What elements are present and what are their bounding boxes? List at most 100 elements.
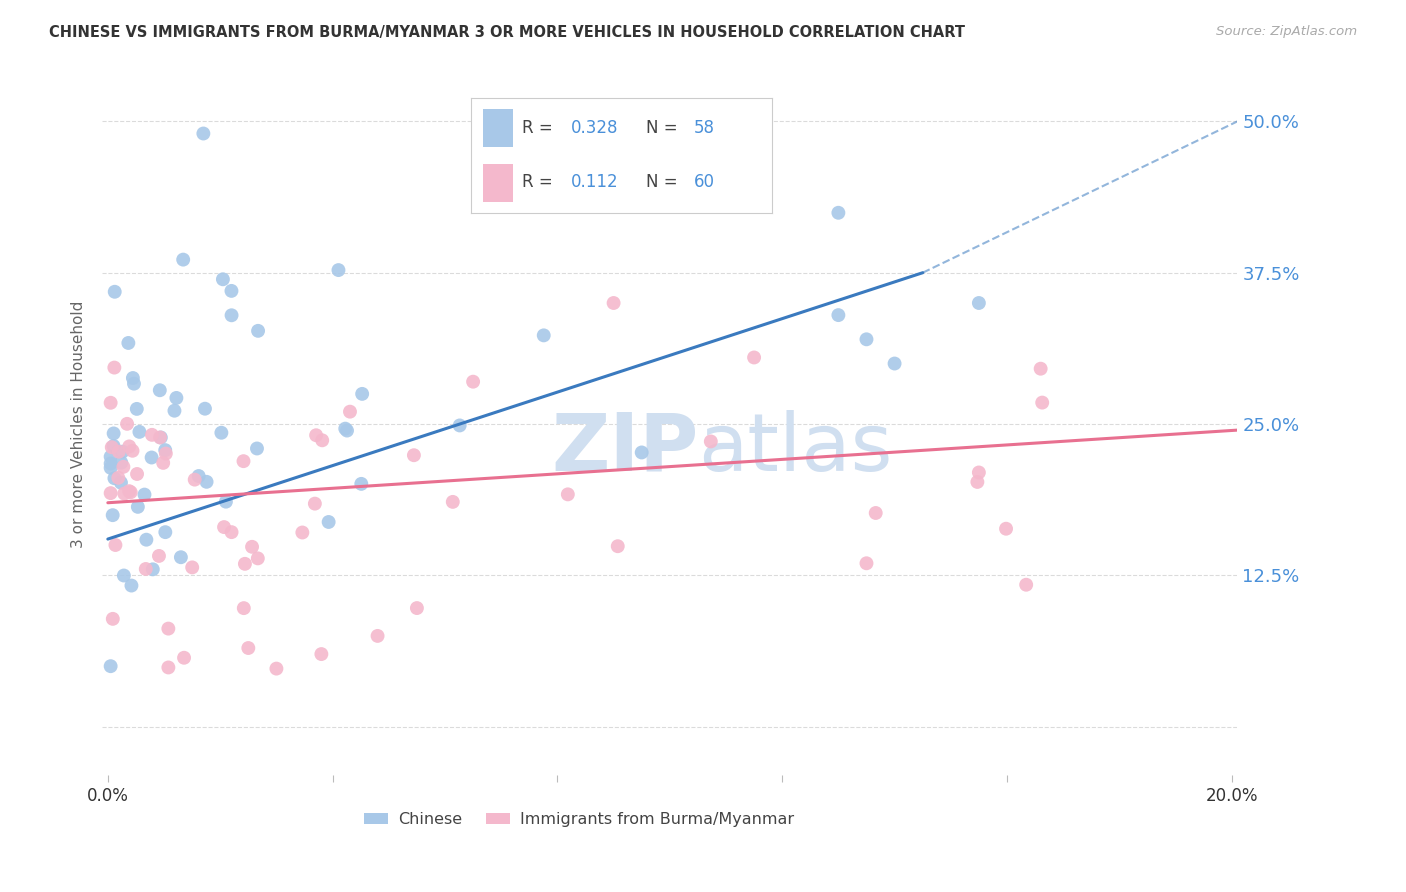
Point: [247, 324, 270, 338]
Point: [441, 495, 464, 509]
Point: [104, 285, 127, 299]
Point: [311, 434, 333, 448]
Point: [110, 456, 132, 470]
Point: [110, 475, 132, 490]
Point: [291, 525, 314, 540]
Point: [461, 375, 484, 389]
Point: [100, 659, 122, 673]
Point: [115, 417, 138, 431]
Point: [967, 466, 990, 480]
Point: [855, 556, 877, 570]
Point: [103, 471, 125, 485]
Point: [215, 494, 238, 508]
Point: [700, 434, 723, 449]
Point: [232, 454, 254, 468]
Point: [966, 475, 988, 489]
Point: [111, 444, 134, 458]
Point: [107, 471, 129, 485]
Point: [350, 476, 373, 491]
Point: [212, 520, 235, 534]
Point: [1029, 361, 1052, 376]
Point: [163, 403, 186, 417]
Point: [170, 550, 193, 565]
Point: [195, 475, 218, 489]
Point: [194, 401, 217, 416]
Point: [142, 562, 165, 576]
Legend: Chinese, Immigrants from Burma/Myanmar: Chinese, Immigrants from Burma/Myanmar: [359, 806, 800, 834]
Point: [209, 425, 232, 440]
Point: [103, 360, 125, 375]
Point: [221, 284, 243, 298]
Point: [827, 308, 849, 322]
Point: [311, 647, 333, 661]
Point: [100, 396, 122, 410]
Point: [125, 401, 148, 416]
Point: [100, 440, 122, 454]
Point: [149, 430, 172, 444]
Point: [630, 445, 652, 459]
Point: [967, 296, 990, 310]
Point: [112, 568, 135, 582]
Point: [100, 450, 122, 464]
Point: [135, 533, 157, 547]
Point: [212, 272, 235, 286]
Point: [883, 357, 905, 371]
Point: [155, 446, 177, 460]
Point: [141, 450, 163, 465]
Point: [157, 622, 180, 636]
Point: [221, 525, 243, 540]
Point: [865, 506, 887, 520]
Point: [995, 522, 1018, 536]
Point: [172, 252, 194, 267]
Point: [155, 443, 177, 458]
Point: [100, 486, 122, 500]
Text: Source: ZipAtlas.com: Source: ZipAtlas.com: [1216, 25, 1357, 38]
Point: [148, 549, 170, 563]
Point: [318, 515, 340, 529]
Point: [246, 551, 269, 566]
Point: [152, 456, 174, 470]
Point: [141, 427, 163, 442]
Point: [336, 424, 359, 438]
Point: [135, 562, 157, 576]
Point: [533, 328, 555, 343]
Point: [304, 497, 326, 511]
Point: [352, 387, 374, 401]
Point: [602, 296, 624, 310]
Point: [742, 351, 765, 365]
Point: [103, 426, 125, 441]
Point: [134, 487, 156, 501]
Point: [118, 484, 141, 499]
Point: [1031, 395, 1053, 409]
Point: [173, 650, 195, 665]
Point: [193, 127, 215, 141]
Point: [187, 469, 209, 483]
Point: [266, 662, 288, 676]
Point: [221, 308, 243, 322]
Point: [100, 460, 122, 475]
Text: ZIP: ZIP: [551, 409, 699, 488]
Point: [335, 422, 357, 436]
Text: CHINESE VS IMMIGRANTS FROM BURMA/MYANMAR 3 OR MORE VEHICLES IN HOUSEHOLD CORRELA: CHINESE VS IMMIGRANTS FROM BURMA/MYANMAR…: [49, 25, 965, 40]
Point: [149, 430, 172, 444]
Point: [339, 405, 361, 419]
Point: [855, 332, 877, 346]
Point: [108, 444, 131, 458]
Point: [120, 578, 142, 592]
Point: [305, 428, 328, 442]
Point: [181, 560, 204, 574]
Point: [1015, 578, 1038, 592]
Point: [328, 263, 350, 277]
Point: [100, 457, 122, 471]
Point: [112, 459, 135, 474]
Point: [406, 601, 429, 615]
Point: [155, 525, 177, 540]
Point: [127, 500, 149, 514]
Point: [240, 540, 263, 554]
Text: atlas: atlas: [699, 409, 893, 488]
Point: [544, 180, 567, 194]
Point: [101, 612, 124, 626]
Point: [402, 448, 425, 462]
Point: [103, 439, 125, 453]
Point: [238, 640, 260, 655]
